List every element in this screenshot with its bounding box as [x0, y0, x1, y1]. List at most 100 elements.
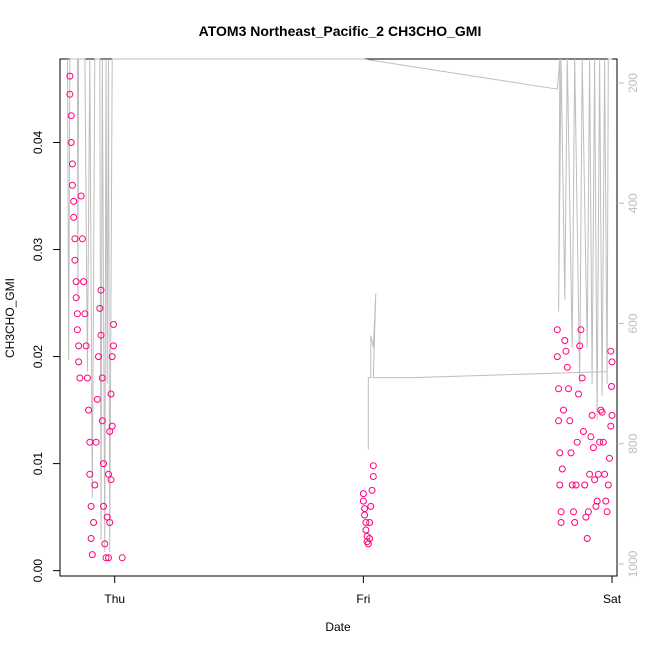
data-point — [67, 112, 75, 120]
data-point — [68, 160, 76, 168]
data-point — [596, 438, 604, 446]
data-point — [110, 321, 117, 328]
data-point — [75, 358, 83, 366]
data-point — [606, 454, 613, 462]
data-point — [601, 470, 609, 478]
data-point — [583, 535, 591, 542]
x-tick-label: Fri — [356, 592, 370, 606]
data-point — [87, 502, 95, 510]
data-point — [98, 417, 106, 425]
data-point — [97, 331, 105, 339]
data-point — [579, 428, 587, 435]
data-point — [81, 310, 89, 318]
y-right-tick-label: 200 — [626, 73, 640, 93]
data-point — [566, 417, 574, 425]
data-point — [71, 256, 79, 264]
data-point — [555, 417, 563, 425]
data-point — [593, 497, 601, 505]
data-point — [70, 197, 78, 205]
data-point — [107, 390, 115, 398]
data-point — [78, 235, 86, 243]
data-point — [82, 342, 90, 350]
data-point — [588, 411, 596, 419]
data-point — [72, 278, 80, 286]
data-point — [96, 304, 104, 312]
data-point — [118, 554, 126, 562]
data-point — [67, 139, 75, 146]
data-point — [76, 374, 84, 382]
data-point — [571, 519, 579, 526]
y-tick-label: 0.02 — [31, 345, 45, 369]
data-point — [576, 342, 584, 350]
data-point — [587, 433, 595, 441]
data-point — [567, 449, 575, 457]
data-point — [560, 406, 567, 414]
data-points-layer — [66, 72, 616, 562]
data-point — [75, 342, 83, 350]
x-tick-label: Thu — [104, 592, 125, 606]
data-point — [581, 481, 589, 489]
data-point — [359, 497, 367, 505]
data-point — [359, 490, 367, 498]
data-point — [105, 554, 112, 562]
data-point — [572, 481, 580, 489]
data-point — [568, 481, 576, 489]
data-point — [603, 508, 611, 516]
x-axis-label: Date — [325, 620, 351, 634]
data-point — [557, 519, 565, 526]
data-point — [68, 181, 76, 189]
data-point — [361, 505, 369, 513]
y-tick-label: 0.00 — [31, 559, 45, 583]
y-tick-label: 0.01 — [31, 452, 45, 476]
data-point — [604, 481, 612, 489]
data-point — [93, 395, 101, 403]
data-point — [110, 342, 117, 350]
data-point — [607, 422, 615, 430]
data-point — [90, 519, 98, 526]
data-point — [589, 444, 597, 452]
data-point — [556, 481, 564, 489]
data-point — [565, 385, 572, 393]
data-point — [97, 286, 105, 294]
data-point — [563, 363, 571, 371]
data-point — [366, 535, 374, 542]
data-point — [66, 90, 74, 98]
data-point — [573, 438, 581, 446]
data-point — [369, 462, 377, 470]
data-point — [577, 326, 585, 334]
pressure-line — [67, 58, 612, 553]
y-axis-left: 0.00 0.01 0.02 0.03 0.04 — [31, 130, 60, 582]
data-point — [608, 411, 616, 419]
data-point — [361, 511, 369, 519]
chart-title: ATOM3 Northeast_Pacific_2 CH3CHO_GMI — [199, 23, 482, 39]
data-point — [592, 502, 600, 510]
data-point — [602, 497, 610, 505]
data-point — [71, 235, 79, 243]
data-point — [85, 406, 93, 414]
data-point — [562, 347, 570, 355]
y-right-tick-label: 800 — [626, 433, 640, 453]
data-point — [598, 408, 606, 416]
data-point — [591, 476, 599, 484]
data-point — [584, 508, 592, 516]
data-point — [91, 481, 99, 489]
data-point — [100, 460, 107, 468]
data-point — [107, 476, 115, 484]
data-point — [80, 278, 88, 286]
data-point — [369, 473, 377, 480]
y-tick-label: 0.04 — [31, 130, 45, 154]
data-point — [73, 326, 81, 334]
plot-area — [59, 58, 618, 577]
data-point — [594, 470, 602, 478]
data-point — [553, 326, 561, 334]
data-point — [599, 438, 607, 446]
data-point — [556, 449, 564, 457]
data-point — [553, 353, 561, 361]
pressure-line-layer — [67, 58, 612, 553]
data-point — [83, 374, 91, 382]
data-point — [607, 347, 615, 355]
data-point — [106, 519, 114, 526]
pressure-line-segment — [367, 293, 608, 450]
data-point — [368, 486, 376, 494]
